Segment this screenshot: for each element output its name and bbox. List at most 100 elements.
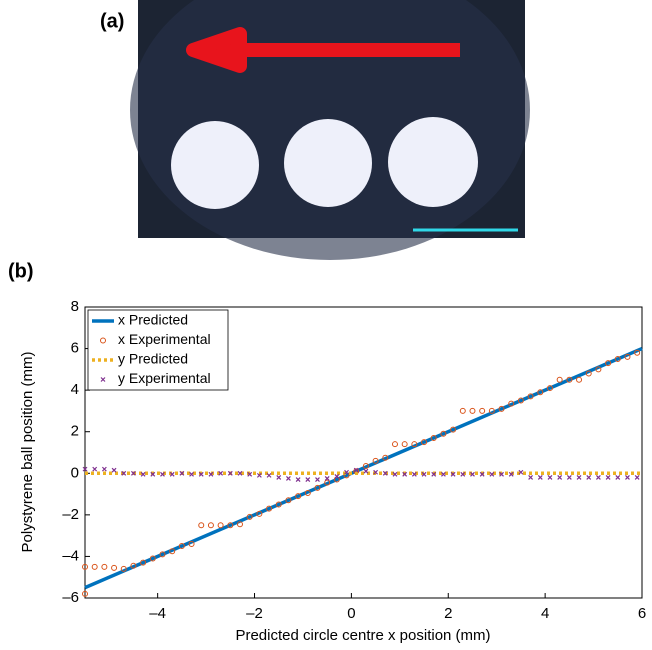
point bbox=[537, 475, 543, 480]
legend-label: y Experimental bbox=[118, 370, 211, 386]
point bbox=[470, 471, 475, 477]
y-axis-label: Polystyrene ball position (mm) bbox=[19, 352, 36, 553]
plot-area bbox=[84, 306, 643, 599]
point bbox=[382, 470, 388, 476]
legend-swatch bbox=[100, 377, 106, 382]
point bbox=[208, 471, 214, 477]
y-tick-label: 6 bbox=[71, 340, 79, 357]
point bbox=[479, 471, 485, 477]
point bbox=[344, 469, 349, 475]
point bbox=[207, 522, 214, 529]
point bbox=[149, 555, 156, 562]
point bbox=[217, 522, 224, 529]
point bbox=[508, 471, 514, 477]
point bbox=[169, 471, 175, 477]
y-tick-label: 4 bbox=[71, 381, 79, 398]
panel-label: (b) bbox=[8, 260, 34, 282]
point bbox=[440, 471, 446, 477]
point bbox=[286, 476, 291, 481]
ball bbox=[171, 121, 259, 209]
y-tick-label: 0 bbox=[71, 464, 79, 481]
point bbox=[566, 475, 572, 480]
point bbox=[469, 407, 476, 414]
point bbox=[256, 472, 262, 478]
point bbox=[430, 434, 437, 441]
point bbox=[159, 551, 166, 558]
point bbox=[546, 385, 553, 392]
point bbox=[460, 471, 466, 477]
point bbox=[111, 467, 117, 473]
point bbox=[324, 479, 331, 486]
point bbox=[518, 469, 524, 475]
photo bbox=[130, 0, 530, 260]
point bbox=[421, 439, 428, 446]
point bbox=[266, 505, 273, 512]
point bbox=[276, 475, 282, 480]
point bbox=[556, 376, 563, 383]
point bbox=[275, 501, 282, 508]
point bbox=[120, 565, 127, 572]
y-tick-label: 2 bbox=[71, 423, 79, 440]
point bbox=[169, 548, 176, 555]
legend-swatch bbox=[100, 337, 106, 344]
point bbox=[624, 353, 631, 360]
point bbox=[179, 470, 185, 476]
legend-label: y Predicted bbox=[118, 351, 188, 367]
point bbox=[411, 441, 418, 448]
point bbox=[82, 590, 88, 597]
point bbox=[547, 475, 553, 480]
point bbox=[160, 471, 165, 477]
point bbox=[362, 463, 369, 470]
point bbox=[595, 475, 601, 480]
point bbox=[605, 360, 612, 367]
ball bbox=[388, 117, 478, 207]
point bbox=[605, 475, 611, 480]
point bbox=[372, 457, 379, 464]
point bbox=[391, 441, 398, 448]
legend-label: x Predicted bbox=[118, 312, 188, 328]
point bbox=[236, 521, 243, 528]
point bbox=[295, 477, 301, 482]
x-tick-label: –2 bbox=[246, 605, 263, 622]
point bbox=[595, 366, 602, 373]
point bbox=[140, 559, 147, 566]
point bbox=[586, 475, 592, 480]
point bbox=[537, 389, 544, 396]
point bbox=[140, 471, 146, 477]
point bbox=[528, 475, 534, 480]
point bbox=[402, 471, 408, 477]
point bbox=[440, 430, 447, 437]
point bbox=[324, 476, 330, 481]
point bbox=[499, 471, 504, 477]
point bbox=[266, 472, 272, 478]
point bbox=[227, 522, 234, 529]
point bbox=[130, 562, 137, 569]
point bbox=[101, 466, 107, 472]
legend-label: x Experimental bbox=[118, 331, 211, 347]
point bbox=[315, 477, 320, 482]
point bbox=[218, 470, 224, 476]
point bbox=[304, 490, 311, 497]
legend-box bbox=[87, 309, 229, 391]
point bbox=[363, 468, 369, 474]
point bbox=[614, 355, 621, 362]
point bbox=[450, 471, 456, 477]
point bbox=[566, 376, 573, 383]
point bbox=[247, 471, 253, 477]
point bbox=[517, 397, 524, 404]
x-tick-label: 6 bbox=[638, 605, 646, 622]
point bbox=[237, 470, 243, 476]
point bbox=[188, 540, 195, 547]
point bbox=[285, 497, 292, 504]
x-tick-label: 0 bbox=[347, 605, 355, 622]
point bbox=[431, 471, 437, 477]
point bbox=[92, 466, 98, 472]
point bbox=[585, 370, 592, 377]
point bbox=[150, 471, 156, 477]
y-tick-label: –6 bbox=[62, 589, 79, 606]
y-tick-label: –4 bbox=[62, 547, 79, 564]
point bbox=[353, 467, 359, 473]
point bbox=[178, 543, 185, 550]
ball bbox=[284, 119, 372, 207]
line bbox=[84, 346, 643, 590]
